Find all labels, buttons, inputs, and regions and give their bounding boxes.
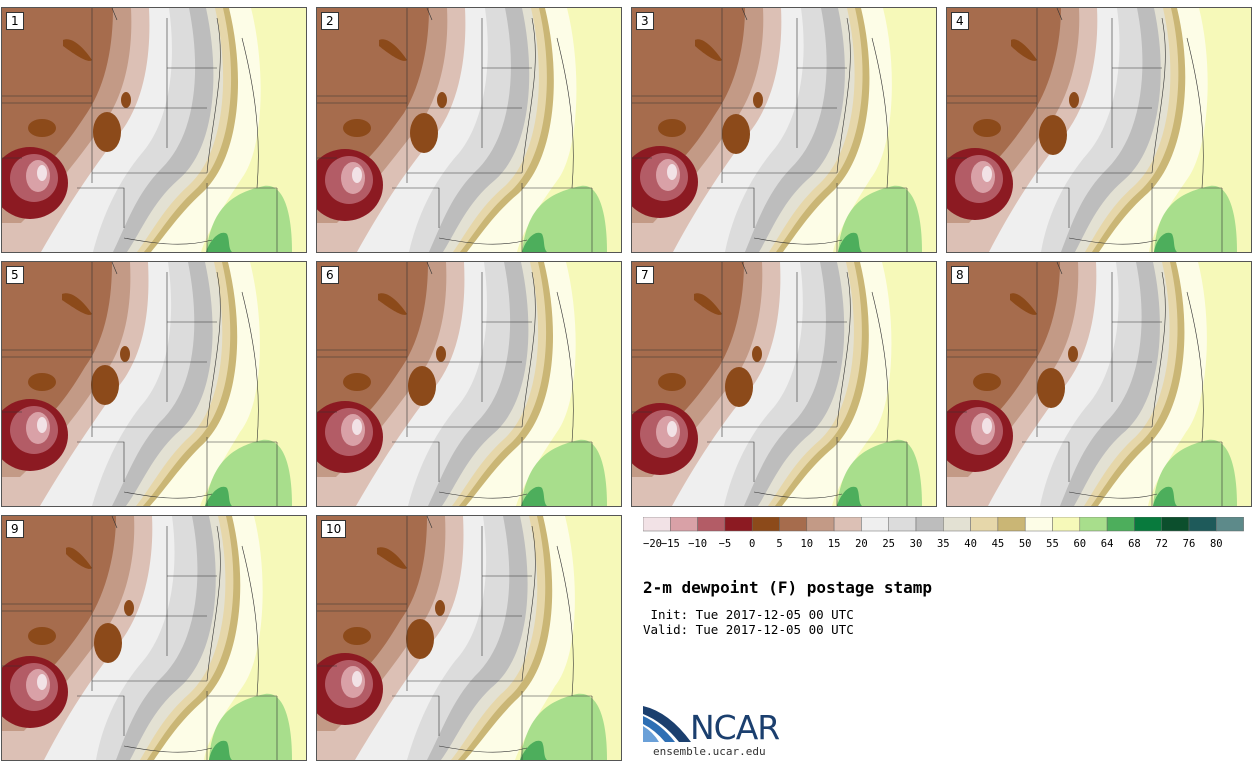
colorbar-swatch [833,516,862,532]
ensemble-member-panel: 10 [316,515,622,761]
member-number-label: 10 [321,520,347,538]
colorbar-tick-label: 55 [1046,538,1059,550]
ensemble-member-panel: 6 [316,261,622,507]
ncar-logo: NCAR ensemble.ucar.edu [643,704,793,758]
colorbar-swatch [1216,516,1244,532]
dewpoint-map [2,516,306,760]
member-number-label: 8 [951,266,969,284]
colorbar-swatch [642,516,671,532]
colorbar-tick-label: −20 [643,538,662,550]
colorbar-swatch [806,516,835,532]
colorbar-tick-label: 10 [800,538,813,550]
colorbar-swatch [670,516,698,532]
member-number-label: 4 [951,12,969,30]
colorbar-tick-label: 80 [1210,538,1223,550]
colorbar-tick-label: 40 [964,538,977,550]
colorbar-tick-label: −5 [719,538,732,550]
colorbar-swatch [1024,516,1053,532]
colorbar-swatch [1106,516,1135,532]
map-title: 2-m dewpoint (F) postage stamp [643,578,932,597]
colorbar-swatch [943,516,971,532]
ensemble-member-panel: 2 [316,7,622,253]
ensemble-member-panel: 8 [946,261,1252,507]
colorbar-tick-label: 72 [1155,538,1168,550]
colorbar-swatch [888,516,917,532]
member-number-label: 7 [636,266,654,284]
colorbar-tick-label: 30 [910,538,923,550]
ensemble-member-panel: 5 [1,261,307,507]
colorbar-swatch [970,516,999,532]
colorbar: −20 −15 −10 −5 0 5 10 15 20 25 30 35 40 45 50 55 60 64 68 7… [642,516,1249,557]
dewpoint-map [2,8,306,252]
ensemble-member-panel: 1 [1,7,307,253]
dewpoint-map [317,8,621,252]
colorbar-swatch [1188,516,1217,532]
colorbar-tick-label: 76 [1183,538,1196,550]
member-number-label: 5 [6,266,24,284]
colorbar-tick-label: 15 [828,538,841,550]
colorbar-tick-label: 25 [882,538,895,550]
member-number-label: 9 [6,520,24,538]
dewpoint-map [947,262,1251,506]
colorbar-tick-label: 45 [992,538,1005,550]
dewpoint-map [2,262,306,506]
ensemble-member-panel: 9 [1,515,307,761]
colorbar-tick-label: 35 [937,538,950,550]
colorbar-tick-label: 68 [1128,538,1141,550]
colorbar-tick-label: 60 [1073,538,1086,550]
ensemble-member-panel: 7 [631,261,937,507]
colorbar-swatch [697,516,726,532]
colorbar-swatch [1161,516,1190,532]
dewpoint-map [947,8,1251,252]
ncar-swoosh-icon [643,706,691,742]
colorbar-tick-label: 5 [776,538,782,550]
ensemble-member-panel: 3 [631,7,937,253]
colorbar-swatch [751,516,780,532]
colorbar-swatch [724,516,753,532]
init-time: Init: Tue 2017-12-05 00 UTC [643,607,854,622]
colorbar-tick-label: 50 [1019,538,1032,550]
dewpoint-map [632,8,936,252]
ensemble-member-panel: 4 [946,7,1252,253]
member-number-label: 1 [6,12,24,30]
ncar-logo-text: NCAR [690,708,780,747]
dewpoint-map [632,262,936,506]
colorbar-swatch [779,516,808,532]
colorbar-tick-label: 64 [1101,538,1114,550]
member-number-label: 6 [321,266,339,284]
colorbar-swatch [915,516,944,532]
colorbar-swatch [1052,516,1081,532]
colorbar-tick-label: −10 [688,538,707,550]
colorbar-tick-label: 0 [749,538,755,550]
colorbar-swatch [861,516,889,532]
website-url: ensemble.ucar.edu [653,745,766,758]
colorbar-tick-label: −15 [661,538,680,550]
member-number-label: 3 [636,12,654,30]
colorbar-swatch [1079,516,1108,532]
dewpoint-map [317,516,621,760]
colorbar-swatch [997,516,1026,532]
dewpoint-map [317,262,621,506]
member-number-label: 2 [321,12,339,30]
colorbar-swatch [1134,516,1162,532]
valid-time: Valid: Tue 2017-12-05 00 UTC [643,622,854,637]
colorbar-tick-label: 20 [855,538,868,550]
